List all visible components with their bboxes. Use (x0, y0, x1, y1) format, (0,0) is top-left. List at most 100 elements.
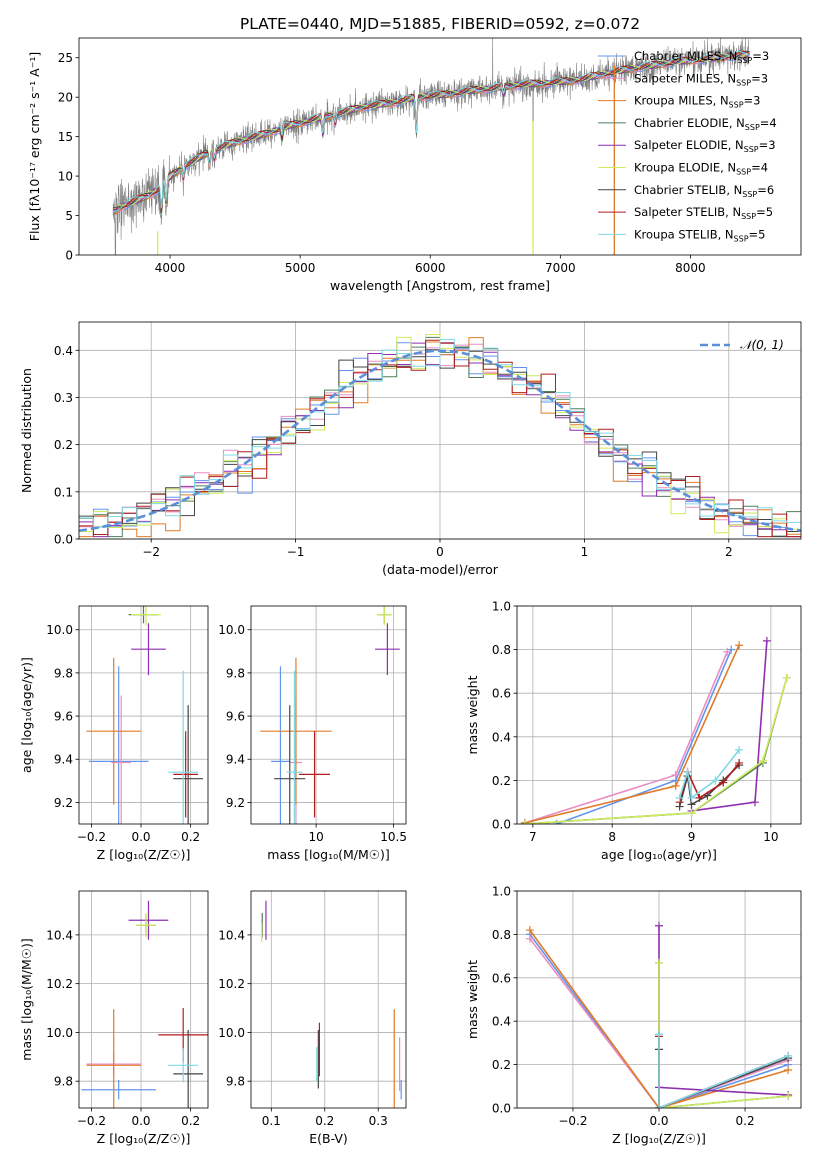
x-axis-label: Z [log₁₀(Z/Z☉)] (612, 1131, 706, 1146)
legend-nssp: 3 (768, 138, 775, 152)
axes-frame (250, 605, 407, 825)
weight-vs-metallicity-panel: −0.2 0.0 0.2 0.0 0.2 0.4 0.6 0.8 1.0 Z [log₁₀(Z/Z… (465, 885, 802, 1146)
legend-equals: = (744, 94, 754, 108)
y-tick-label: 1.0 (492, 885, 511, 899)
errorbar-point (173, 705, 204, 824)
weight-point-marker (719, 778, 728, 787)
x-tick-label: −1 (287, 545, 305, 559)
weight-point-marker (525, 934, 534, 943)
y-axis-label: Normed distribution (19, 368, 34, 493)
x-tick-label: 10 (308, 830, 323, 844)
weight-point-marker (784, 1092, 793, 1101)
errorbar-point (88, 666, 149, 824)
y-axis-label: mass weight (465, 960, 480, 1039)
weight-point-marker (655, 958, 663, 967)
legend-equals: = (759, 138, 769, 152)
age-vs-mass-panel: 10 10.5 9.2 9.4 9.6 9.8 10.0 mass [log₁₀(M/M☉)] (218, 605, 407, 862)
spectrum-model-line (112, 53, 750, 216)
legend-label: 𝒩(0, 1) (740, 338, 784, 352)
y-tick-label: 5 (65, 209, 73, 223)
age-vs-metallicity-panel: −0.2 0.0 0.2 9.2 9.4 9.6 9.8 10.0 Z [log₁₀(Z/Z☉)… (19, 605, 209, 862)
legend-subscript: SSP (737, 56, 752, 65)
plot-area (520, 636, 791, 824)
y-tick-label: 0.0 (492, 1102, 511, 1116)
x-tick-label: −0.2 (77, 830, 106, 844)
plot-area (260, 606, 400, 824)
errorbar-point (168, 1048, 199, 1083)
weight-vs-age-panel: 7 8 9 10 0.0 0.2 0.4 0.6 0.8 1.0 age [log₁₀(age/yr… (465, 600, 802, 862)
y-tick-label: 9.6 (226, 710, 245, 724)
y-tick-label: 1.0 (492, 600, 511, 614)
x-tick-label: 7000 (545, 261, 576, 275)
plot-area (112, 38, 750, 255)
weight-line (658, 962, 789, 1108)
errorbar-point (168, 670, 199, 824)
y-tick-label: 25 (58, 51, 73, 65)
errorbar-point (86, 657, 142, 805)
plot-area (525, 921, 793, 1108)
plot-area (261, 900, 402, 1108)
legend-label: Kroupa ELODIE, NSSP=4 (634, 161, 768, 177)
x-tick-label: 2 (725, 545, 733, 559)
y-tick-label: 9.4 (54, 753, 73, 767)
errorbar-point (260, 657, 332, 805)
x-tick-label: 9 (688, 830, 696, 844)
legend-equals: = (749, 227, 759, 241)
x-axis-label: Z [log₁₀(Z/Z☉)] (97, 1131, 191, 1146)
legend-nssp: 3 (762, 49, 769, 63)
axes-frame (78, 605, 209, 825)
y-tick-label: 9.8 (226, 1075, 245, 1089)
weight-point-marker (520, 820, 529, 824)
residuals-panel: −2 −1 0 1 2 0.0 0.1 0.2 0.3 0.4 (data-model)/error… (19, 321, 802, 577)
y-axis-label: mass weight (465, 675, 480, 754)
y-tick-label: 9.8 (54, 1075, 73, 1089)
errorbar-point (111, 695, 132, 824)
legend-label: Salpeter ELODIE, NSSP=3 (634, 138, 776, 154)
errorbar-point (128, 900, 169, 940)
legend-label: Kroupa STELIB, NSSP=5 (634, 227, 766, 243)
weight-line (524, 677, 788, 824)
y-tick-label: 9.8 (226, 666, 245, 680)
legend-label-text: Kroupa ELODIE, N (634, 161, 736, 175)
x-tick-label: 0.3 (369, 1114, 388, 1128)
legend-label: Chabrier STELIB, NSSP=6 (634, 183, 774, 199)
x-tick-label: 8 (608, 830, 616, 844)
weight-point-marker (525, 926, 534, 935)
x-tick-label: 0.2 (736, 1114, 755, 1128)
weight-point-marker (782, 673, 791, 682)
weight-point-marker (735, 641, 744, 650)
x-axis-label: Z [log₁₀(Z/Z☉)] (97, 847, 191, 862)
y-tick-label: 0.4 (492, 730, 511, 744)
axes-frame (78, 890, 209, 1109)
weight-point-marker (675, 793, 684, 802)
y-tick-label: 20 (58, 91, 73, 105)
errorbar-point (81, 1079, 156, 1100)
mass-vs-extinction-panel: 0.1 0.2 0.3 9.8 10.0 10.2 10.4 E(B-V) (218, 890, 407, 1146)
y-tick-label: 10.2 (46, 977, 73, 991)
x-tick-label: 0.1 (262, 1114, 281, 1128)
y-tick-label: 10.4 (46, 928, 73, 942)
y-tick-label: 0.8 (492, 928, 511, 942)
legend-nssp: 3 (753, 94, 760, 108)
legend-label-text: Salpeter STELIB, N (634, 205, 741, 219)
errorbar-point (376, 606, 393, 626)
x-axis-label: E(B-V) (309, 1131, 348, 1146)
legend-label-text: Chabrier ELODIE, N (634, 116, 745, 130)
errorbar-point (86, 1009, 142, 1108)
legend-nssp: 4 (761, 161, 768, 175)
weight-line (524, 677, 788, 824)
legend-nssp: 3 (761, 71, 768, 85)
errorbar-point (274, 705, 306, 824)
weight-point-marker (695, 793, 704, 802)
y-tick-label: 0.3 (54, 391, 73, 405)
legend-label-text: Salpeter MILES, N (634, 71, 736, 85)
y-axis-label: mass [log₁₀(M/M☉)] (19, 938, 34, 1060)
spectrum-model-line (112, 53, 750, 216)
errorbar-point (286, 670, 303, 824)
x-tick-label: 7 (529, 830, 537, 844)
y-tick-label: 9.2 (226, 796, 245, 810)
weight-line (658, 1049, 789, 1108)
errorbar-point (131, 606, 161, 626)
weight-point-marker (758, 756, 767, 765)
